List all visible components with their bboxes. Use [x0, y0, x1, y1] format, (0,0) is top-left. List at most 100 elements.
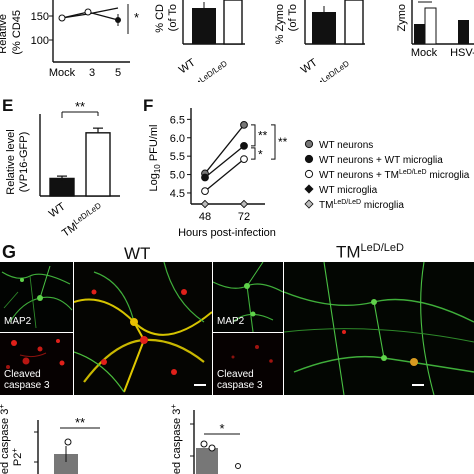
- panel-f-xtick-label: 48: [199, 211, 211, 223]
- panel-f-bracket-3: [271, 124, 276, 160]
- panel-b-ylabel: % CD: [154, 4, 166, 33]
- bottom-right-ylabel: ved caspase 3+: [169, 404, 183, 474]
- panel-e-label: E: [2, 96, 14, 115]
- bottom-right-point: [235, 463, 241, 469]
- panel-f-ylabel-rest: PFU/ml: [148, 125, 160, 165]
- panel-f-diamond-2: [239, 199, 249, 209]
- legend-text: WT microglia: [319, 185, 378, 196]
- panel-a-ytick-100: 100: [31, 35, 49, 47]
- panel-a-xtick-5: 5: [115, 67, 121, 79]
- panel-f-series-line-3: [204, 158, 245, 192]
- panel-c-xtick-wt: WT: [299, 56, 320, 76]
- panel-f-ytick-label: 5.0: [170, 170, 185, 182]
- panel-d-ylabel: Zymo: [396, 4, 408, 32]
- top-row-panels: Relative (% CD45 150 100 Mock 3 5 * % CD…: [0, 0, 474, 82]
- panel-f-ylabel-sub: 10: [153, 164, 162, 173]
- legend-text: WT neurons: [319, 140, 373, 151]
- micrograph-wt-map2: MAP2: [0, 262, 73, 332]
- panel-g-label: G: [2, 242, 17, 262]
- bottom-left-point: [64, 438, 72, 446]
- panel-a-xtick-mock: Mock: [49, 67, 76, 79]
- legend-text: WT neurons + TM: [319, 170, 399, 181]
- micrograph-tm-map2: MAP2: [213, 262, 283, 332]
- map2-label-tm: MAP2: [217, 316, 245, 327]
- bottom-right-bar-wt: [196, 448, 218, 474]
- panel-e-xtick-tm: TMLeD/LeD: [59, 201, 106, 240]
- panel-f-diamond-2: [200, 199, 210, 209]
- panel-f-ytick-label: 4.5: [170, 188, 185, 200]
- micrograph-tm-merge: [284, 262, 474, 395]
- panel-f-xtick-label: 72: [238, 211, 250, 223]
- panel-e-bar-wt: [49, 177, 75, 197]
- panel-c-ylabel-2: (of To: [287, 4, 299, 31]
- legend-tail: microglia: [361, 200, 404, 211]
- bottom-left-ylabel: ved caspase 3+: [0, 404, 11, 474]
- panel-a-ylabel-1: Relative: [0, 14, 9, 54]
- panel-f-point-2: [240, 141, 248, 150]
- panel-f-ytick-label: 5.5: [170, 151, 185, 163]
- bottom-right-point: [208, 444, 216, 452]
- bottom-left-significance: **: [75, 415, 85, 430]
- panel-e-ylabel-line1: Relative level: [5, 129, 17, 194]
- legend-marker-gray-diamond: [304, 199, 314, 209]
- panel-a-point: [58, 14, 66, 22]
- panel-d-bar-mock-tm: [424, 7, 437, 45]
- legend-item-1: WT neurons: [319, 140, 373, 151]
- legend-item-2: WT neurons + WT microglia: [319, 155, 443, 166]
- panel-a-point: [84, 8, 92, 16]
- panel-d-bar-hsv-wt: [458, 20, 469, 44]
- panel-f-point-3: [240, 155, 248, 164]
- legend-marker-black-circle: [304, 154, 314, 164]
- panel-f-point-3: [201, 187, 209, 196]
- panel-e-xtick-wt: WT: [47, 200, 68, 220]
- panel-f-label: F: [143, 96, 154, 115]
- panel-f-ylabel-base: Log: [148, 173, 160, 191]
- legend-tail: microglia: [427, 170, 470, 181]
- legend-text: WT neurons + WT microglia: [319, 155, 443, 166]
- caspase-label-wt: Cleaved caspase 3: [4, 369, 50, 391]
- panel-f-bracket-1: [251, 124, 256, 147]
- panel-c-ylabel: % Zymo: [274, 4, 286, 44]
- panel-f-chart: 4.5 5.0 5.5 6.0 6.5 48 72 Hours post-infection L…: [148, 108, 470, 239]
- panel-e-significance: **: [75, 99, 85, 114]
- map2-label-wt: MAP2: [4, 316, 32, 327]
- panel-f-ytick-label: 6.0: [170, 133, 185, 145]
- panel-d-bar-mock-wt: [414, 24, 425, 44]
- panel-e-ylabel-line2: (VP16-GFP): [18, 132, 30, 193]
- bottom-right-significance: *: [219, 421, 224, 436]
- panel-d-xtick-hsv: HSV-1: [450, 47, 474, 59]
- panel-a-significance: *: [134, 10, 139, 25]
- panel-a-xtick-3: 3: [89, 67, 95, 79]
- legend-item-5: TMLeD/LeD microglia: [319, 199, 404, 211]
- bottom-left-bar-wt: [54, 454, 78, 474]
- bottom-row-panels: ved caspase 3+ P2+ ** ved caspase 3+ *: [0, 404, 241, 474]
- panel-f-sig-2: *: [258, 147, 263, 161]
- panel-e-bar-tm: [85, 132, 111, 197]
- panel-a-ylabel-2: (% CD45: [11, 10, 23, 55]
- legend-item-4: WT microglia: [319, 185, 378, 196]
- micrograph-wt-merge: [74, 262, 212, 395]
- panel-b-ylabel-2: (of To: [167, 4, 179, 31]
- panel-e-xtick-tm-sup: LeD/LeD: [72, 201, 103, 227]
- panel-f-point-2: [201, 173, 209, 182]
- panel-f-point-1: [240, 120, 248, 129]
- panel-a-ytick-150: 150: [31, 11, 49, 23]
- micrograph-wt-caspase: Cleaved caspase 3: [0, 333, 73, 395]
- legend-item-3: WT neurons + TMLeD/LeD microglia: [319, 169, 470, 181]
- caspase-label-tm: Cleaved caspase 3: [217, 369, 263, 391]
- panel-c-bar-wt: [312, 12, 336, 44]
- panel-f-sig-3: **: [278, 135, 288, 149]
- legend-text: TM: [319, 200, 333, 211]
- legend-sup: LeD/LeD: [399, 169, 427, 176]
- bottom-right-point: [200, 440, 208, 448]
- bottom-left-ylabel-2: P2+: [10, 448, 24, 466]
- scale-bar-tm: [412, 384, 424, 386]
- panel-b-xtick-wt: WT: [177, 56, 198, 76]
- panel-f-series-line-2: [204, 145, 245, 179]
- panel-e-ylabel: Relative level: [5, 129, 17, 194]
- panel-b-bar-tm: [223, 0, 243, 45]
- legend-sup: LeD/LeD: [333, 199, 361, 206]
- panel-g-title-tm: TMLeD/LeD: [336, 242, 404, 262]
- panel-f-sig-1: **: [258, 128, 268, 142]
